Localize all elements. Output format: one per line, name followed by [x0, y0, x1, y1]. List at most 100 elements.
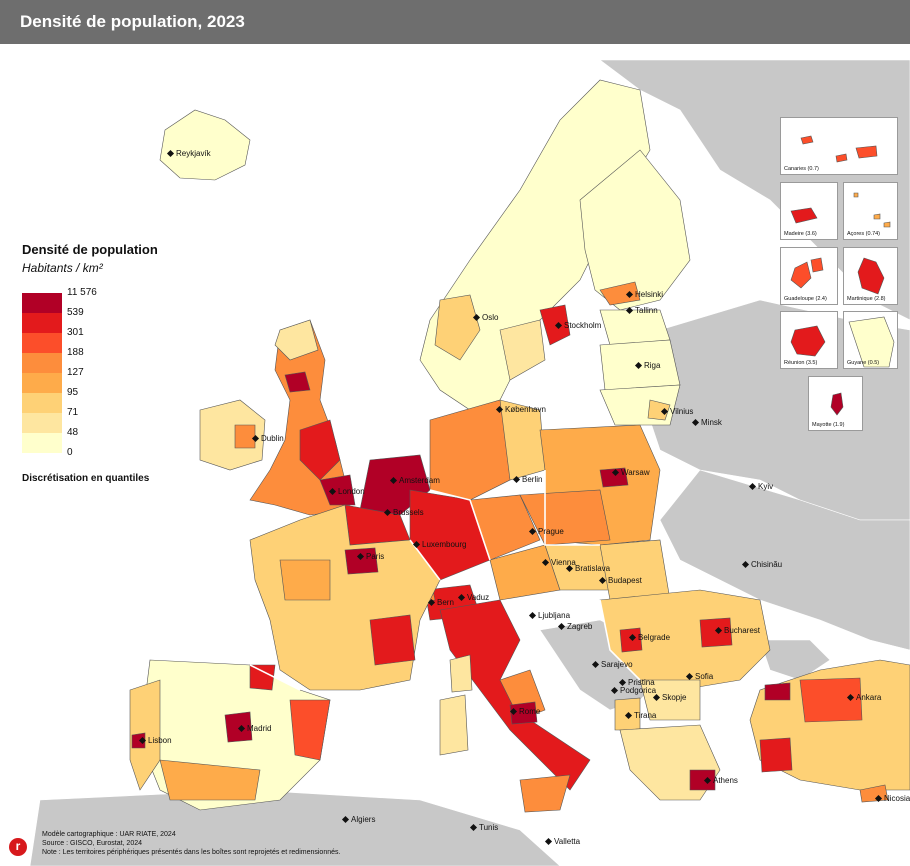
legend-title: Densité de population [22, 242, 158, 257]
city-name: Pristina [628, 678, 655, 687]
inset-box: Canaries (0.7) [780, 117, 898, 175]
legend-unit: Habitants / km² [22, 261, 103, 275]
city-label: Algiers [341, 815, 376, 824]
city-name: Nicosia [884, 794, 910, 803]
riate-logo: r [9, 838, 27, 856]
city-label: Kyiv [748, 482, 774, 491]
legend-label: 127 [67, 367, 84, 378]
inset-territory [800, 135, 878, 163]
city-label: Rome [509, 707, 541, 716]
footer-line1: Modèle cartographique : UAR RIATE, 2024 [42, 831, 176, 838]
capital-marker-icon [328, 488, 337, 496]
inset-map [790, 325, 826, 357]
capital-marker-icon [598, 577, 607, 585]
capital-marker-icon [469, 824, 478, 832]
capital-marker-icon [625, 291, 634, 299]
footer-line2: Source : GISCO, Eurostat, 2024 [42, 840, 142, 847]
inset-territory [853, 192, 891, 228]
city-label: Luxembourg [412, 540, 467, 549]
city-name: Algiers [351, 815, 376, 824]
capital-marker-icon [341, 816, 350, 824]
capital-marker-icon [741, 561, 750, 569]
city-label: Bern [427, 598, 454, 607]
inset-map [857, 257, 885, 295]
capital-marker-icon [356, 553, 365, 561]
capital-marker-icon [703, 777, 712, 785]
city-label: København [495, 405, 546, 414]
inset-map [790, 257, 824, 289]
capital-marker-icon [611, 469, 620, 477]
legend-swatch [22, 353, 62, 373]
city-name: Valletta [554, 837, 581, 846]
inset-box: Açores (0.74) [843, 182, 898, 240]
city-label: Skopje [652, 693, 686, 702]
city-name: Luxembourg [422, 540, 467, 549]
inset-box: Réunion (3.5) [780, 311, 838, 369]
legend-swatch [22, 333, 62, 353]
legend-label: 0 [67, 447, 73, 458]
capital-marker-icon [625, 307, 634, 315]
city-label: Prague [528, 527, 564, 536]
city-name: Rome [519, 707, 541, 716]
inset-map [848, 316, 895, 368]
city-name: Sofia [695, 672, 714, 681]
scandinavia [419, 79, 691, 411]
city-label: Tirana [624, 711, 656, 720]
baltics [599, 309, 681, 426]
city-label: Bratislava [565, 564, 610, 573]
city-name: Reykjavík [176, 149, 211, 158]
capital-marker-icon [412, 541, 421, 549]
legend-swatch [22, 433, 62, 453]
city-name: Bern [437, 598, 454, 607]
legend-label: 301 [67, 327, 84, 338]
british-isles [199, 319, 356, 516]
city-label: Pristina [618, 678, 655, 687]
city-name: Helsinki [635, 290, 664, 299]
inset-label: Martinique (2.8) [847, 296, 886, 302]
city-label: Sarajevo [591, 660, 633, 669]
city-name: Brussels [393, 508, 424, 517]
city-label: Vienna [541, 558, 576, 567]
city-name: Kyiv [758, 482, 774, 491]
city-name: Podgorica [620, 686, 657, 695]
city-label: Minsk [691, 418, 722, 427]
inset-territory [848, 316, 895, 368]
capital-marker-icon [544, 838, 553, 846]
inset-territory [830, 392, 844, 416]
city-name: Budapest [608, 576, 642, 585]
footer-line3: Note : Les territoires périphériques pré… [42, 849, 341, 856]
legend-swatch [22, 313, 62, 333]
capital-marker-icon [660, 408, 669, 416]
inset-label: Mayotte (1.9) [812, 422, 845, 428]
capital-marker-icon [691, 419, 700, 427]
city-name: Bucharest [724, 626, 761, 635]
legend-swatch [22, 413, 62, 433]
footer: Modèle cartographique : UAR RIATE, 2024 … [42, 830, 340, 857]
capital-marker-icon [748, 483, 757, 491]
city-name: Tallinn [635, 306, 658, 315]
city-name: København [505, 405, 546, 414]
inset-territory [790, 325, 826, 357]
city-name: Lisbon [148, 736, 172, 745]
legend-swatch [22, 293, 62, 313]
city-name: Berlin [522, 475, 543, 484]
capital-marker-icon [610, 687, 619, 695]
inset-label: Guadeloupe (2.4) [784, 296, 827, 302]
capital-marker-icon [685, 673, 694, 681]
city-label: Stockholm [554, 321, 602, 330]
city-label: Athens [703, 776, 738, 785]
city-name: Ljubljana [538, 611, 571, 620]
city-label: Ankara [846, 693, 881, 702]
city-label: Vilnius [660, 407, 693, 416]
capital-marker-icon [846, 694, 855, 702]
iceland [159, 109, 251, 181]
inset-map [790, 207, 818, 224]
city-label: Valletta [544, 837, 581, 846]
city-name: Stockholm [564, 321, 602, 330]
city-label: Oslo [472, 313, 498, 322]
map-title: Densité de population, 2023 [0, 0, 910, 44]
capital-marker-icon [565, 565, 574, 573]
legend-label: 71 [67, 407, 79, 418]
inset-map [853, 192, 891, 228]
map-canvas [29, 59, 910, 866]
